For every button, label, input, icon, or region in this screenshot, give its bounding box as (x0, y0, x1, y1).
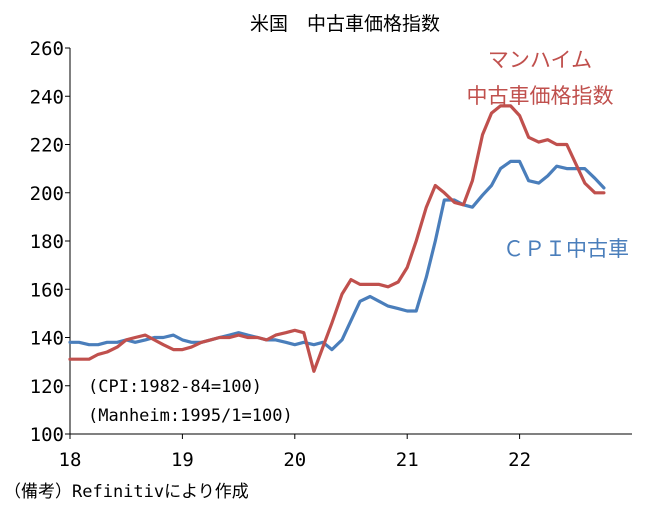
source-note: （備考）Refinitivにより作成 (4, 482, 249, 502)
y-tick-label-180: 180 (30, 231, 64, 253)
series-line-cpi (68, 159, 606, 352)
series-label-cpi: ＣＰＩ中古車 (503, 237, 629, 261)
y-tick-label-200: 200 (30, 183, 64, 205)
series-line-manheim (68, 104, 606, 373)
x-tick-label-21: 21 (396, 449, 419, 471)
chart-title: 米国 中古車価格指数 (250, 13, 440, 35)
y-tick-label-100: 100 (30, 424, 64, 446)
y-tick-label-240: 240 (30, 86, 64, 108)
y-tick-label-140: 140 (30, 328, 64, 350)
series-label-manheim-line1: マンハイム (488, 48, 592, 72)
x-tick-label-22: 22 (508, 449, 531, 471)
y-tick-label-160: 160 (30, 279, 64, 301)
x-tick-label-19: 19 (171, 449, 194, 471)
y-tick-label-260: 260 (30, 38, 64, 60)
y-tick-label-120: 120 (30, 376, 64, 398)
note-manheim-base: (Manheim:1995/1=100) (88, 406, 293, 426)
x-tick-label-20: 20 (283, 449, 306, 471)
series-lines (68, 104, 606, 373)
y-axis: 100 120 140 160 180 200 220 240 260 (30, 38, 70, 446)
series-label-manheim-line2: 中古車価格指数 (467, 84, 614, 108)
x-axis: 18 19 20 21 22 (59, 434, 531, 471)
note-cpi-base: (CPI:1982-84=100) (88, 377, 262, 397)
y-tick-label-220: 220 (30, 135, 64, 157)
x-tick-label-18: 18 (59, 449, 82, 471)
